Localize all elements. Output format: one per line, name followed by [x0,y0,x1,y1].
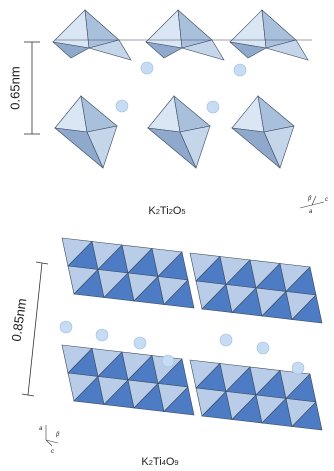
axis-label: β [307,196,312,202]
formula: K2Ti2O5 [148,205,185,217]
spacing-label: 0.65nm [7,66,22,109]
ion [292,362,304,374]
ion [141,62,153,74]
polyhedron-face [258,96,294,132]
dim-line [28,263,42,395]
ion [257,342,269,354]
axis-label: β [55,432,60,438]
polyhedron-face [174,96,210,132]
structures [53,10,322,430]
ion [207,101,219,113]
axis-label: a [39,426,43,432]
axis-label: c [325,197,328,203]
ion [162,355,174,367]
ion [60,321,72,333]
ion [134,337,146,349]
polyhedron-face [146,10,182,48]
axis-triad [300,196,324,208]
ion [234,64,246,76]
polyhedron-face [230,10,266,48]
formula: K2Ti4O9 [141,456,178,468]
axis-label: c [51,449,54,455]
axis-label: a [309,209,313,215]
spacing-label: 0.85nm [9,297,30,342]
ion [96,329,108,341]
ion [220,334,232,346]
ion [116,100,128,112]
figure: 0.65nm K2Ti2O5 β c a 0.85nm K2Ti4O9 a β … [0,0,334,471]
polyhedron-face [81,96,117,132]
polyhedron-face [53,10,89,48]
